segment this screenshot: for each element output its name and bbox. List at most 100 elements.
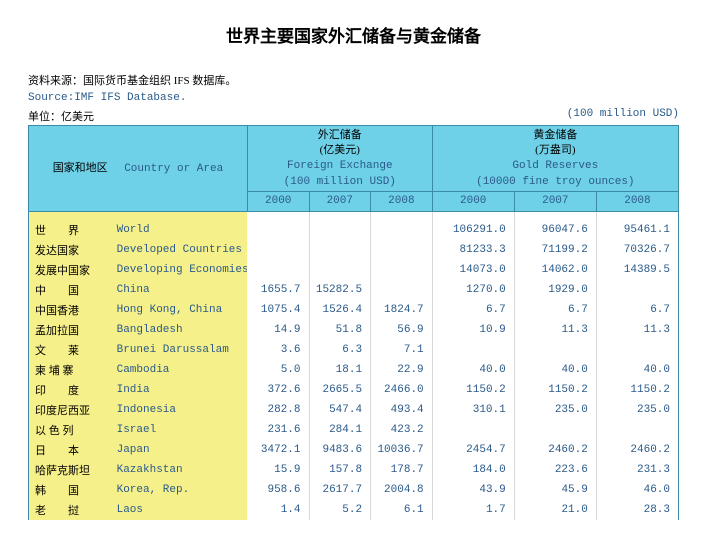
row-label-en: India — [111, 380, 248, 400]
col-group-gold: 黄金储备 (万盎司) Gold Reserves (10000 fine tro… — [432, 126, 678, 192]
unit-cn: 单位：亿美元 — [28, 108, 94, 124]
cell-value — [596, 280, 678, 300]
cell-value: 2460.2 — [514, 440, 596, 460]
cell-value: 71199.2 — [514, 240, 596, 260]
row-label-en: Cambodia — [111, 360, 248, 380]
row-label-cn: 柬 埔 寨 — [29, 360, 111, 380]
table-row: 文 莱Brunei Darussalam3.66.37.1 — [29, 340, 679, 360]
row-label-cn: 世 界 — [29, 220, 111, 240]
gold-unit-cn: (万盎司) — [535, 144, 575, 156]
row-label-en: Indonesia — [111, 400, 248, 420]
cell-value — [247, 260, 309, 280]
year-header: 2007 — [309, 192, 371, 212]
year-header: 2008 — [596, 192, 678, 212]
row-label-cn: 老 挝 — [29, 500, 111, 520]
cell-value: 231.6 — [247, 420, 309, 440]
row-label-cn: 中国香港 — [29, 300, 111, 320]
cell-value: 51.8 — [309, 320, 371, 340]
cell-value: 2466.0 — [371, 380, 433, 400]
cell-value — [432, 420, 514, 440]
table-row: 孟加拉国Bangladesh14.951.856.910.911.311.3 — [29, 320, 679, 340]
cell-value: 958.6 — [247, 480, 309, 500]
cell-value: 10036.7 — [371, 440, 433, 460]
cell-value: 372.6 — [247, 380, 309, 400]
row-label-cn: 发展中国家 — [29, 260, 111, 280]
cell-value — [247, 240, 309, 260]
cell-value: 1.7 — [432, 500, 514, 520]
row-label-cn: 韩 国 — [29, 480, 111, 500]
cell-value: 184.0 — [432, 460, 514, 480]
row-label-en: Developed Countries — [111, 240, 248, 260]
cell-value — [371, 260, 433, 280]
row-label-en: World — [111, 220, 248, 240]
table-row: 印 度India372.62665.52466.01150.21150.2115… — [29, 380, 679, 400]
cell-value: 1929.0 — [514, 280, 596, 300]
cell-value: 43.9 — [432, 480, 514, 500]
table-row: 世 界World 106291.096047.695461.1 — [29, 220, 679, 240]
cell-value: 40.0 — [432, 360, 514, 380]
cell-value: 2004.8 — [371, 480, 433, 500]
cell-value — [514, 340, 596, 360]
cell-value: 2460.2 — [596, 440, 678, 460]
cell-value: 18.1 — [309, 360, 371, 380]
col-region-cn: 国家和地区 — [53, 162, 108, 174]
cell-value: 235.0 — [596, 400, 678, 420]
cell-value: 95461.1 — [596, 220, 678, 240]
table-row: 以 色 列Israel231.6284.1423.2 — [29, 420, 679, 440]
table-row: 中 国China1655.715282.51270.01929.0 — [29, 280, 679, 300]
cell-value: 15.9 — [247, 460, 309, 480]
table-row: 发达国家Developed Countries 81233.371199.2703… — [29, 240, 679, 260]
source-en: Source:IMF IFS Database. — [28, 90, 679, 107]
cell-value: 96047.6 — [514, 220, 596, 240]
year-header: 2000 — [432, 192, 514, 212]
row-label-en: Hong Kong, China — [111, 300, 248, 320]
cell-value: 40.0 — [596, 360, 678, 380]
table-row: 日 本Japan3472.19483.610036.72454.72460.22… — [29, 440, 679, 460]
fx-cn: 外汇储备 — [318, 129, 362, 141]
cell-value: 14062.0 — [514, 260, 596, 280]
row-label-en: Brunei Darussalam — [111, 340, 248, 360]
cell-value: 1655.7 — [247, 280, 309, 300]
cell-value: 3472.1 — [247, 440, 309, 460]
cell-value: 14389.5 — [596, 260, 678, 280]
cell-value: 282.8 — [247, 400, 309, 420]
cell-value: 9483.6 — [309, 440, 371, 460]
cell-value: 81233.3 — [432, 240, 514, 260]
row-label-cn: 日 本 — [29, 440, 111, 460]
fx-unit-en: (100 million USD) — [284, 176, 396, 188]
cell-value: 2617.7 — [309, 480, 371, 500]
cell-value: 21.0 — [514, 500, 596, 520]
fx-unit-cn: (亿美元) — [320, 144, 360, 156]
cell-value: 45.9 — [514, 480, 596, 500]
cell-value — [371, 220, 433, 240]
table-row: 老 挝Laos1.45.26.11.721.028.3 — [29, 500, 679, 520]
cell-value: 6.7 — [432, 300, 514, 320]
row-label-en: Israel — [111, 420, 248, 440]
cell-value: 11.3 — [514, 320, 596, 340]
row-label-en: Kazakhstan — [111, 460, 248, 480]
year-header: 2007 — [514, 192, 596, 212]
cell-value: 223.6 — [514, 460, 596, 480]
cell-value — [514, 420, 596, 440]
col-group-fx: 外汇储备 (亿美元) Foreign Exchange (100 million… — [247, 126, 432, 192]
cell-value: 231.3 — [596, 460, 678, 480]
cell-value — [371, 280, 433, 300]
row-label-en: Japan — [111, 440, 248, 460]
cell-value: 6.3 — [309, 340, 371, 360]
data-table: 国家和地区 Country or Area 外汇储备 (亿美元) Foreign… — [28, 125, 679, 520]
year-header: 2000 — [247, 192, 309, 212]
gold-en: Gold Reserves — [512, 160, 598, 172]
cell-value: 106291.0 — [432, 220, 514, 240]
cell-value: 14.9 — [247, 320, 309, 340]
row-label-cn: 发达国家 — [29, 240, 111, 260]
cell-value: 1150.2 — [514, 380, 596, 400]
col-region-en: Country or Area — [124, 163, 223, 175]
cell-value: 22.9 — [371, 360, 433, 380]
cell-value: 1150.2 — [596, 380, 678, 400]
cell-value: 5.0 — [247, 360, 309, 380]
cell-value: 157.8 — [309, 460, 371, 480]
row-label-cn: 印度尼西亚 — [29, 400, 111, 420]
cell-value: 46.0 — [596, 480, 678, 500]
cell-value — [309, 260, 371, 280]
cell-value: 70326.7 — [596, 240, 678, 260]
